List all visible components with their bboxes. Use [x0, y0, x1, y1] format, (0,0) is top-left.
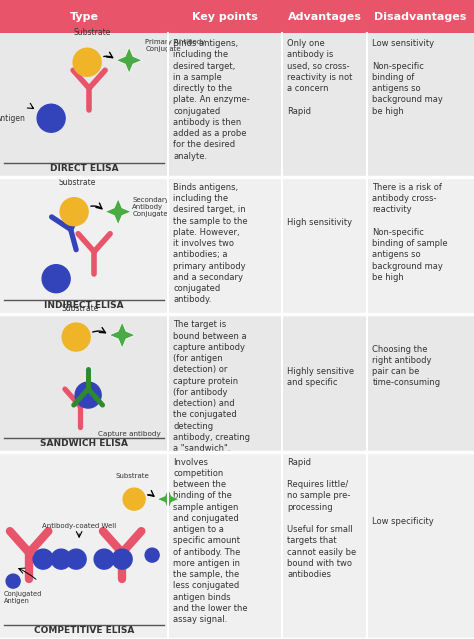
Text: Substrate: Substrate [58, 178, 96, 187]
Bar [0, 177, 474, 314]
Bar [0, 0, 474, 33]
Polygon shape [157, 488, 179, 510]
Bar [0, 314, 474, 452]
Text: Rapid

Requires little/
no sample pre-
processing

Useful for small
targets that: Rapid Requires little/ no sample pre- pr… [287, 458, 356, 579]
Text: Substrate: Substrate [115, 473, 149, 479]
Text: Substrate: Substrate [62, 304, 99, 313]
Text: Advantages: Advantages [288, 12, 362, 22]
Text: Key points: Key points [192, 12, 258, 22]
Circle shape [66, 549, 86, 569]
Text: Secondary
Antibody
Conjugate: Secondary Antibody Conjugate [132, 197, 169, 217]
Text: DIRECT ELISA: DIRECT ELISA [50, 164, 118, 173]
Circle shape [73, 48, 101, 76]
Text: Type: Type [70, 12, 99, 22]
Circle shape [6, 574, 20, 588]
Circle shape [75, 382, 101, 408]
Circle shape [112, 549, 132, 569]
Circle shape [51, 549, 71, 569]
Text: Only one
antibody is
used, so cross-
reactivity is not
a concern

Rapid: Only one antibody is used, so cross- rea… [287, 39, 352, 116]
Polygon shape [116, 47, 142, 73]
Circle shape [60, 197, 88, 226]
Bar [0, 452, 474, 639]
Text: Antibody-coated Well: Antibody-coated Well [42, 523, 116, 529]
Text: The target is
bound between a
capture antibody
(for antigen
detection) or
captur: The target is bound between a capture an… [173, 320, 250, 453]
Text: Disadvantages: Disadvantages [374, 12, 467, 22]
Text: Antigen: Antigen [0, 114, 26, 123]
Text: Low specificity: Low specificity [373, 518, 434, 527]
Text: Low sensitivity

Non-specific
binding of
antigens so
background may
be high: Low sensitivity Non-specific binding of … [373, 39, 443, 116]
Bar [0, 33, 474, 177]
Text: Binds antigens,
including the
desired target,
in a sample
directly to the
plate.: Binds antigens, including the desired ta… [173, 39, 250, 160]
Text: SANDWICH ELISA: SANDWICH ELISA [40, 439, 128, 448]
Polygon shape [105, 199, 131, 225]
Circle shape [123, 488, 145, 510]
Text: INDIRECT ELISA: INDIRECT ELISA [45, 302, 124, 311]
Circle shape [37, 104, 65, 132]
Text: Capture antibody: Capture antibody [98, 431, 161, 437]
Polygon shape [109, 322, 135, 348]
Circle shape [33, 549, 53, 569]
Text: Substrate: Substrate [73, 28, 111, 37]
Circle shape [145, 548, 159, 562]
Text: Involves
competition
between the
binding of the
sample antigen
and conjugated
an: Involves competition between the binding… [173, 458, 248, 624]
Text: Primary Antibody
Conjugate: Primary Antibody Conjugate [145, 39, 205, 52]
Text: Conjugated
Antigen: Conjugated Antigen [4, 591, 42, 604]
Text: Binds antigens,
including the
desired target, in
the sample to the
plate. Howeve: Binds antigens, including the desired ta… [173, 183, 248, 304]
Text: Highly sensitive
and specific: Highly sensitive and specific [287, 367, 354, 387]
Text: There is a risk of
antibody cross-
reactivity

Non-specific
binding of sample
an: There is a risk of antibody cross- react… [373, 183, 448, 282]
Circle shape [94, 549, 114, 569]
Circle shape [62, 323, 90, 351]
Text: COMPETITIVE ELISA: COMPETITIVE ELISA [34, 626, 134, 635]
Circle shape [42, 265, 70, 293]
Text: High sensitivity: High sensitivity [287, 218, 352, 227]
Text: Choosing the
right antibody
pair can be
time-consuming: Choosing the right antibody pair can be … [373, 344, 440, 387]
